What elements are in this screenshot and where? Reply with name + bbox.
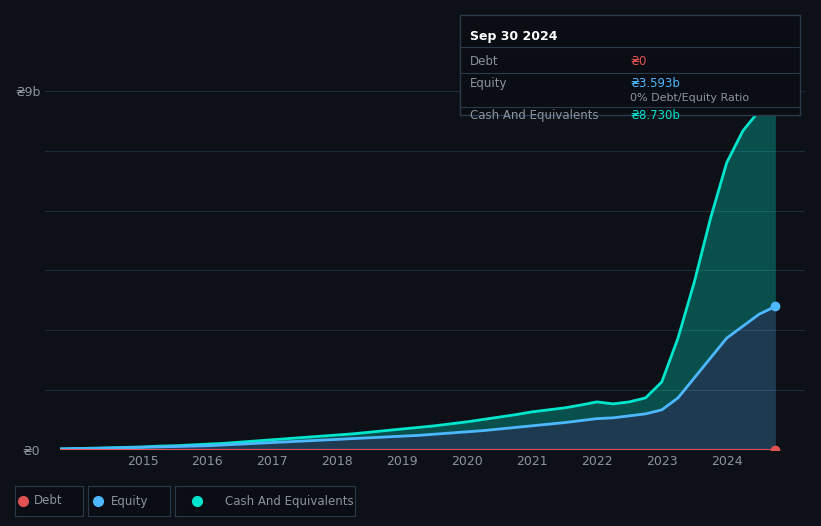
Text: Debt: Debt — [34, 494, 62, 508]
Text: Equity: Equity — [470, 77, 507, 90]
Text: ₴8.730b: ₴8.730b — [630, 109, 680, 122]
Text: Cash And Equivalents: Cash And Equivalents — [470, 109, 599, 122]
Text: Cash And Equivalents: Cash And Equivalents — [226, 494, 354, 508]
Text: ₴0: ₴0 — [630, 55, 646, 68]
Text: Debt: Debt — [470, 55, 499, 68]
Text: Sep 30 2024: Sep 30 2024 — [470, 30, 557, 43]
Text: ₴3.593b: ₴3.593b — [630, 77, 680, 90]
Text: 0% Debt/Equity Ratio: 0% Debt/Equity Ratio — [630, 93, 749, 103]
Text: Equity: Equity — [111, 494, 149, 508]
